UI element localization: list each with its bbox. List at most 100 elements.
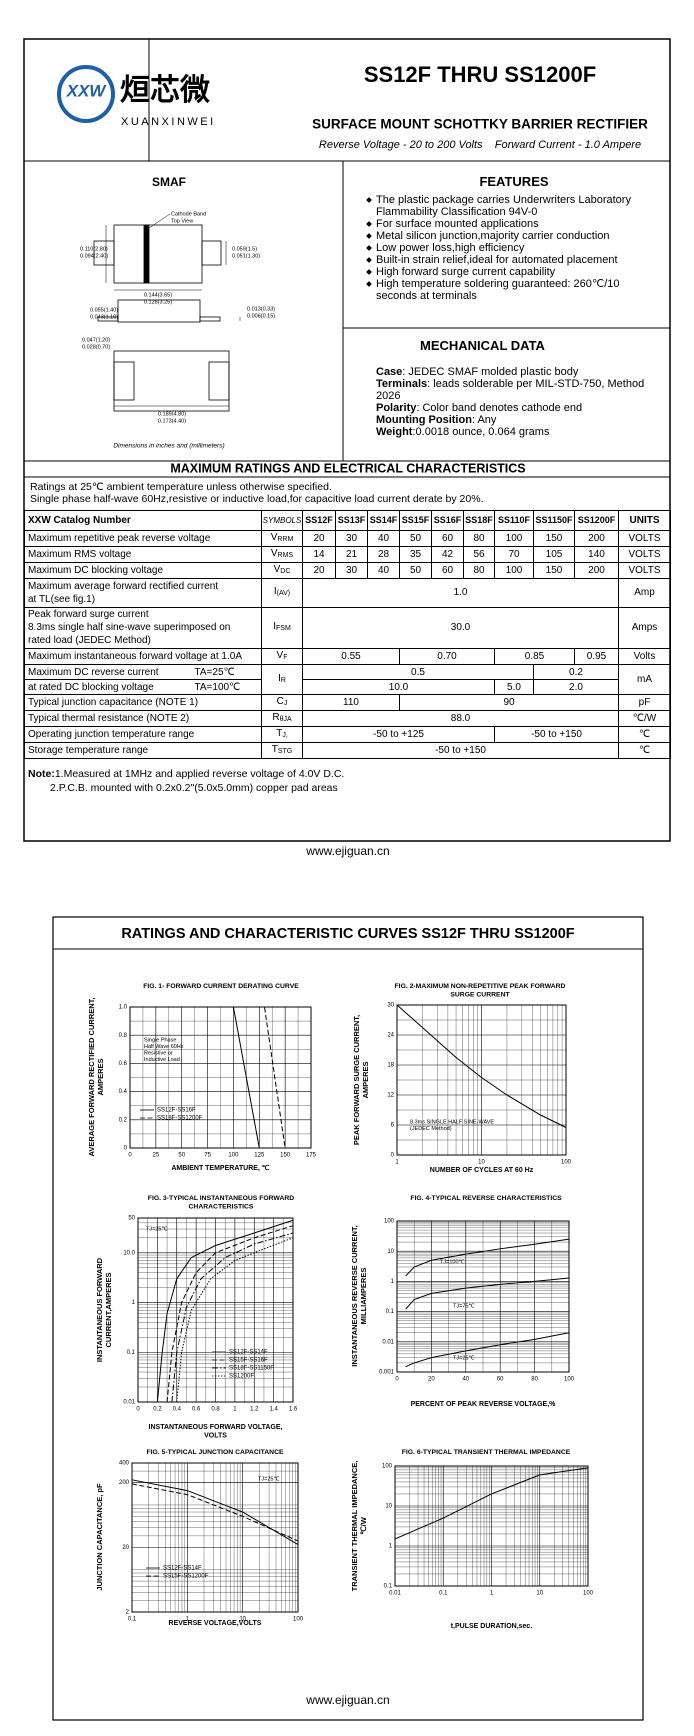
figure-title: FIG. 3-TYPICAL INSTANTANEOUS FORWARD: [148, 1195, 294, 1202]
figure-title: FIG. 2-MAXIMUM NON-REPETITIVE PEAK FORWA…: [395, 983, 566, 990]
y-axis-label: CURRENT,AMPERES: [104, 1272, 113, 1347]
table-row: Maximum repetitive peak reverse voltage V…: [24, 530, 671, 547]
symbol: R: [272, 712, 280, 723]
unit-cell: VOLTS: [618, 546, 671, 563]
value-cell: 30: [335, 562, 368, 579]
curve: [405, 1332, 570, 1368]
mechanical-item: Weight:0.0018 ounce, 0.064 grams: [376, 426, 662, 438]
dimension: 0.047(1.20): [82, 337, 110, 343]
curve: [156, 1219, 294, 1403]
value-cell: 105: [533, 546, 575, 563]
mechanical-label: Mounting Position: [376, 414, 472, 426]
y-tick-label: 1: [391, 1279, 395, 1285]
mechanical-text: : leads solderable per MIL-STD-750, Meth…: [376, 378, 645, 402]
y-tick-label: 0.1: [386, 1309, 395, 1315]
plot-frame: [137, 1217, 294, 1403]
feature-item: High temperature soldering guaranteed: 2…: [366, 278, 662, 302]
symbol-cell: RθJA: [261, 710, 303, 727]
y-tick-label: 50: [128, 1216, 135, 1222]
plot-frame: [396, 1004, 567, 1156]
header-cell: SS15F: [399, 510, 432, 531]
legend-label: SS18F-SS1150F: [229, 1366, 274, 1372]
y-tick-label: 0: [391, 1153, 395, 1159]
x-tick-label: 0.01: [389, 1591, 401, 1597]
y-axis-label: INSTANTANEOUS REVERSE CURRENT,: [350, 1225, 359, 1366]
annotation: TJ=100℃: [440, 1259, 465, 1265]
value-cell: 100: [494, 530, 534, 547]
y-tick-label: 0.01: [382, 1339, 394, 1345]
value-cell: 150: [533, 562, 575, 579]
value-cell: 1.0: [302, 578, 619, 608]
table-row: at rated DC blocking voltage TA=100℃ 10.0 5…: [24, 679, 671, 695]
x-tick-label: 1.4: [269, 1407, 278, 1413]
param-cell: Maximum DC blocking voltage: [24, 562, 262, 579]
curve: [405, 1277, 570, 1310]
mechanical-text: :0.0018 ounce, 0.064 grams: [412, 426, 550, 438]
x-tick-label: 100: [564, 1377, 575, 1383]
legend-label: SS1200F: [229, 1374, 254, 1380]
y-axis-label: MILLIAMPERES: [359, 1268, 368, 1325]
y-tick-label: 100: [382, 1464, 393, 1470]
x-tick-label: 10: [536, 1591, 543, 1597]
y-tick-label: 1: [389, 1544, 393, 1550]
figure: 0.1 1 10 100 2 20 200 400 SS12F-SS14F SS15F-SS120…: [95, 1449, 304, 1627]
header-cell: UNITS: [618, 510, 671, 531]
logo-mark: XXW: [66, 81, 108, 100]
unit-cell: Amp: [618, 578, 671, 608]
annotation: TJ=25℃: [453, 1355, 475, 1361]
x-tick-label: 1: [490, 1591, 494, 1597]
dimension: 0.006(0.15): [247, 313, 275, 319]
x-tick-label: 100: [561, 1160, 572, 1166]
table-row: Maximum DC reverse current TA=25℃ IR 0.5 0.2…: [24, 664, 671, 695]
dimension: 0.173(4.40): [158, 418, 186, 424]
header-row: XXW Catalog Number SYMBOLS SS12F SS13F SS14F…: [24, 510, 671, 531]
value-cell: 0.95: [574, 648, 619, 665]
x-axis-label: AMBIENT TEMPERATURE, ℃: [171, 1164, 269, 1172]
unit-cell: Volts: [618, 648, 671, 665]
mechanical-title: MECHANICAL DATA: [420, 338, 545, 353]
symbol-cell: TJ,: [261, 726, 303, 743]
curve: [405, 1238, 570, 1277]
dimension: 0.128(3.25): [144, 299, 172, 305]
value-cell: -50 to +150: [494, 726, 619, 743]
x-axis-label: INSTANTANEOUS FORWARD VOLTAGE,: [149, 1424, 283, 1431]
x-tick-label: 1: [395, 1160, 399, 1166]
y-tick-label: 0.1: [384, 1584, 393, 1590]
x-axis-label: REVERSE VOLTAGE,VOLTS: [169, 1620, 262, 1627]
param-text: Maximum instantaneous forward voltage at…: [28, 651, 242, 662]
cathode-band: [143, 224, 150, 284]
symbol: V: [270, 532, 278, 543]
param-text: 8.3ms single half sine-wave superimposed…: [28, 622, 231, 634]
unit-cell: VOLTS: [618, 530, 671, 547]
footnote: Note:1.Measured at 1MHz and applied reve…: [28, 767, 344, 781]
y-tick-label: 20: [122, 1545, 129, 1551]
value-cell: 56: [463, 546, 495, 563]
curve: [130, 1006, 286, 1149]
y-tick-label: 0.2: [119, 1117, 128, 1123]
symbol: V: [276, 650, 284, 661]
figure-title: FIG. 6-TYPICAL TRANSIENT THERMAL IMPEDAN…: [402, 1449, 571, 1456]
value-cell: 30.0: [302, 606, 619, 649]
value-cell: 20: [302, 530, 336, 547]
value-cell: 0.55: [302, 648, 400, 665]
package-drawing: [93, 213, 241, 412]
value-cell: 60: [431, 562, 464, 579]
y-tick-label: 10.0: [123, 1250, 135, 1256]
param-cell: Typical junction capacitance (NOTE 1): [24, 694, 262, 711]
value-cell: 20: [302, 562, 336, 579]
ratings-title: MAXIMUM RATINGS AND ELECTRICAL CHARACTER…: [170, 461, 525, 475]
symbol-sub: STG: [277, 748, 293, 755]
figure: 1 10 100 0 6 12 18 24 30 8.3ms SINGLE HALF SINE-W…: [352, 983, 572, 1174]
curve: [394, 1467, 589, 1540]
frame: [23, 38, 671, 842]
symbol-sub: (AV): [276, 590, 291, 598]
symbol-cell: VRRM: [261, 530, 303, 547]
value-cell: 88.0: [302, 710, 619, 727]
param-cell: Peak forward surge current 8.3ms single h…: [24, 606, 262, 649]
condition: TA=100℃: [194, 681, 241, 693]
annotation: Half Wave 60Hz: [144, 1044, 184, 1050]
annotation: TJ=25℃: [146, 1226, 168, 1232]
x-tick-label: 0: [395, 1377, 399, 1383]
x-tick-label: 80: [531, 1377, 538, 1383]
value-cell: 0.5: [302, 664, 534, 680]
